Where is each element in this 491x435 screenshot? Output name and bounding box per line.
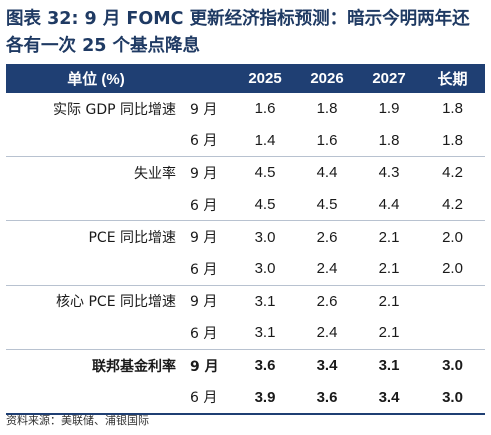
indicator-cell [6, 252, 186, 286]
figure-title: 图表 32: 9 月 FOMC 更新经济指标预测：暗示今明两年还各有一次 25 … [6, 6, 486, 60]
value-cell: 4.5 [234, 188, 296, 222]
indicator-cell [6, 317, 186, 350]
value-cell: 1.9 [378, 100, 400, 118]
table-row: 6 月 1.4 1.6 1.8 1.8 [6, 124, 485, 158]
value-cell: 3.1 [234, 317, 296, 350]
header-2027: 2027 [358, 64, 420, 93]
value-cell: 3.0 [254, 228, 276, 246]
value-cell: 1.6 [296, 124, 358, 158]
month-cell: 6 月 [186, 124, 234, 158]
header-2025: 2025 [234, 64, 296, 93]
value-cell: 4.2 [442, 164, 463, 182]
indicator-cell: 失业率 [134, 165, 176, 182]
value-cell: 4.2 [420, 188, 485, 222]
value-cell: 3.4 [358, 381, 420, 415]
month-cell: 9 月 [190, 165, 218, 182]
table-row: 6 月 3.9 3.6 3.4 3.0 [6, 381, 485, 415]
month-cell: 9 月 [190, 101, 218, 118]
value-cell: 2.0 [420, 252, 485, 286]
indicator-cell [6, 381, 186, 415]
indicator-cell: 实际 GDP 同比增速 [53, 101, 176, 118]
table-row: 联邦基金利率 9 月 3.6 3.4 3.1 3.0 [6, 349, 485, 381]
indicator-cell: 联邦基金利率 [92, 358, 176, 375]
table-row: 6 月 3.0 2.4 2.1 2.0 [6, 252, 485, 286]
table-row: 6 月 3.1 2.4 2.1 [6, 317, 485, 350]
source-note: 资料来源：美联储、浦银国际 [6, 414, 149, 427]
value-cell: 3.0 [234, 252, 296, 286]
month-cell: 6 月 [186, 381, 234, 415]
value-cell: 2.1 [358, 317, 420, 350]
value-cell: 2.1 [378, 292, 400, 310]
value-cell: 4.3 [378, 164, 400, 182]
value-cell: 2.4 [296, 252, 358, 286]
month-cell: 9 月 [190, 358, 219, 375]
month-cell: 6 月 [186, 252, 234, 286]
value-cell: 3.0 [442, 357, 463, 375]
month-cell: 6 月 [186, 188, 234, 222]
value-cell: 2.1 [358, 252, 420, 286]
header-2026: 2026 [296, 64, 358, 93]
figure-label: 图表 32: [6, 9, 79, 29]
value-cell [420, 285, 485, 317]
indicator-cell: PCE 同比增速 [88, 230, 176, 247]
table-row: 失业率 9 月 4.5 4.4 4.3 4.2 [6, 157, 485, 189]
value-cell: 4.4 [358, 188, 420, 222]
value-cell: 2.6 [316, 228, 338, 246]
header-unit: 单位 (%) [6, 64, 186, 93]
table-header-row: 单位 (%) 2025 2026 2027 长期 [6, 64, 485, 93]
figure-title-text: 9 月 FOMC 更新经济指标预测：暗示今明两年还各有一次 25 个基点降息 [6, 9, 470, 56]
value-cell: 3.4 [316, 357, 338, 375]
value-cell: 4.4 [316, 164, 338, 182]
value-cell: 3.9 [234, 381, 296, 415]
month-cell: 6 月 [186, 317, 234, 350]
value-cell: 1.6 [254, 100, 276, 118]
indicator-cell [6, 124, 186, 158]
value-cell: 4.5 [296, 188, 358, 222]
indicator-cell [6, 188, 186, 222]
table-row: 实际 GDP 同比增速 9 月 1.6 1.8 1.9 1.8 [6, 93, 485, 125]
value-cell: 3.1 [254, 292, 276, 310]
value-cell: 1.8 [358, 124, 420, 158]
value-cell: 1.8 [316, 100, 338, 118]
header-longrun: 长期 [420, 64, 485, 93]
value-cell: 1.8 [442, 100, 463, 118]
value-cell: 2.0 [442, 228, 463, 246]
month-cell: 9 月 [190, 294, 218, 311]
value-cell: 3.6 [296, 381, 358, 415]
value-cell: 4.5 [254, 164, 276, 182]
value-cell [420, 317, 485, 350]
value-cell: 3.1 [378, 357, 400, 375]
table-row: PCE 同比增速 9 月 3.0 2.6 2.1 2.0 [6, 221, 485, 253]
table-row: 6 月 4.5 4.5 4.4 4.2 [6, 188, 485, 222]
value-cell: 2.1 [378, 228, 400, 246]
fomc-projection-table: 单位 (%) 2025 2026 2027 长期 实际 GDP 同比增速 9 月… [6, 64, 485, 415]
indicator-cell: 核心 PCE 同比增速 [56, 294, 176, 311]
value-cell: 2.4 [296, 317, 358, 350]
value-cell: 1.8 [420, 124, 485, 158]
value-cell: 2.6 [316, 292, 338, 310]
value-cell: 3.0 [420, 381, 485, 415]
value-cell: 3.6 [254, 357, 276, 375]
value-cell: 1.4 [234, 124, 296, 158]
month-cell: 9 月 [190, 230, 218, 247]
header-month [186, 64, 234, 93]
table-row: 核心 PCE 同比增速 9 月 3.1 2.6 2.1 [6, 285, 485, 317]
